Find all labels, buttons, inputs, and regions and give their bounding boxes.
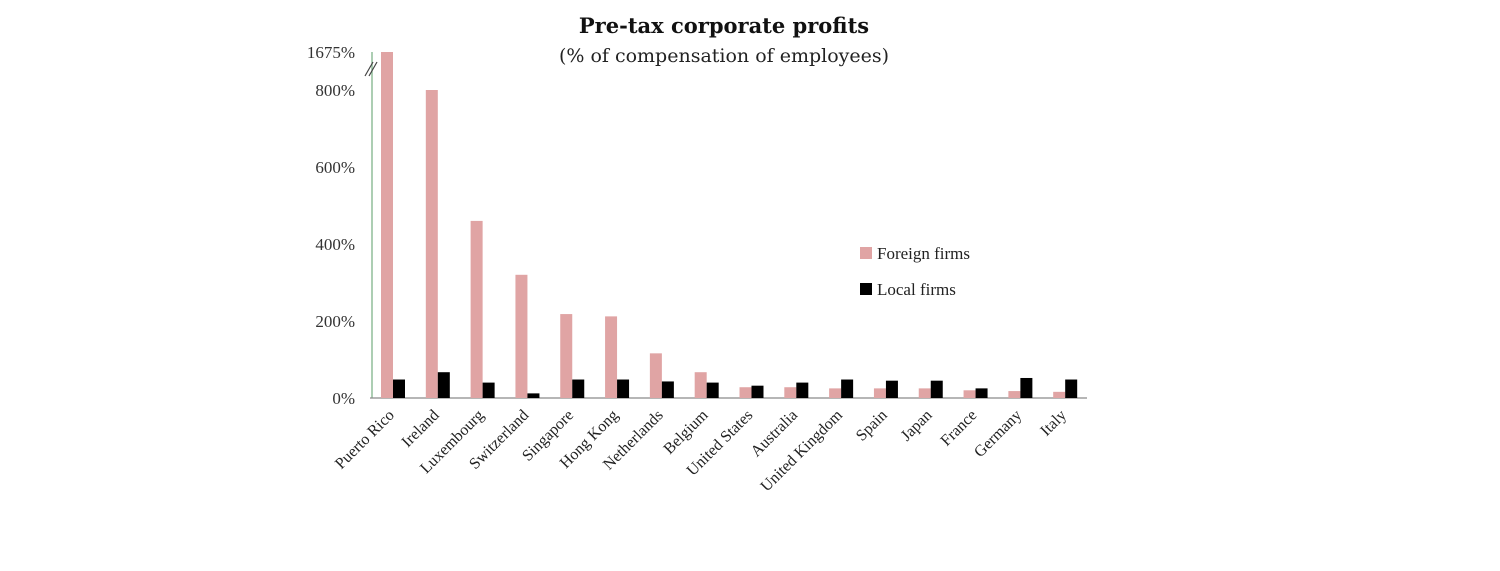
x-tick-label: France bbox=[938, 407, 981, 450]
bar-local-firms bbox=[841, 379, 854, 398]
bar-foreign-firms bbox=[694, 372, 707, 398]
y-tick-label: 400% bbox=[315, 235, 355, 254]
bar-foreign-firms bbox=[470, 220, 483, 398]
y-tick-label: 0% bbox=[332, 389, 355, 408]
bar-local-firms bbox=[572, 379, 585, 398]
bar-foreign-firms bbox=[560, 314, 573, 398]
axis-break-mark bbox=[368, 61, 378, 77]
legend-swatch bbox=[860, 283, 872, 295]
x-tick-label: Ireland bbox=[399, 407, 443, 451]
y-tick-label: 600% bbox=[315, 158, 355, 177]
bar-local-firms bbox=[751, 385, 764, 398]
chart-subtitle: (% of compensation of employees) bbox=[559, 45, 889, 67]
x-tick-label: Italy bbox=[1037, 407, 1070, 440]
bar-local-firms bbox=[437, 372, 450, 398]
bar-foreign-firms bbox=[739, 387, 752, 398]
bar-foreign-firms bbox=[918, 388, 931, 398]
bar-local-firms bbox=[796, 382, 809, 398]
bar-foreign-firms bbox=[1008, 391, 1021, 398]
bar-local-firms bbox=[661, 381, 674, 398]
axis-break-mark bbox=[364, 61, 374, 77]
bar-foreign-firms bbox=[1053, 391, 1066, 398]
y-tick-label: 800% bbox=[315, 81, 355, 100]
y-tick-label: 200% bbox=[315, 312, 355, 331]
legend: Foreign firms Local firms bbox=[860, 244, 970, 299]
y-tick-label: 1675% bbox=[307, 43, 355, 62]
bar-foreign-firms bbox=[605, 316, 618, 398]
bar-local-firms bbox=[393, 379, 405, 398]
bar-local-firms bbox=[1020, 377, 1033, 398]
x-tick-label: Japan bbox=[898, 407, 936, 445]
bar-foreign-firms bbox=[873, 388, 886, 398]
bars bbox=[381, 52, 1078, 398]
legend-swatch bbox=[860, 247, 872, 259]
x-tick-label: Spain bbox=[853, 407, 891, 445]
x-tick-label: Germany bbox=[971, 407, 1025, 461]
bar-local-firms bbox=[930, 380, 943, 398]
bar-local-firms bbox=[885, 380, 898, 398]
bar-local-firms bbox=[527, 393, 540, 398]
x-tick-labels: Puerto Rico IrelandLuxembourgSwitzerlandS… bbox=[332, 406, 1070, 495]
bar-local-firms bbox=[706, 382, 719, 398]
bar-foreign-firms bbox=[515, 274, 528, 398]
bar-foreign-firms bbox=[829, 388, 842, 398]
bar-foreign-firms bbox=[425, 90, 438, 398]
bar-local-firms bbox=[1065, 379, 1078, 398]
x-tick-label: United Kingdom bbox=[758, 406, 847, 495]
bar-foreign-firms bbox=[963, 390, 976, 398]
x-tick-label: Puerto Rico bbox=[332, 407, 398, 473]
bar-foreign-firms bbox=[649, 353, 662, 398]
bar-foreign-firms bbox=[381, 52, 393, 398]
bar-foreign-firms bbox=[784, 387, 797, 398]
legend-label: Local firms bbox=[877, 280, 956, 299]
bar-local-firms bbox=[482, 382, 495, 398]
bar-local-firms bbox=[975, 388, 988, 398]
y-tick-labels: 0% 200% 400% 600% 800% 1675% bbox=[307, 43, 355, 408]
chart-title: Pre-tax corporate profits bbox=[579, 13, 869, 38]
legend-label: Foreign firms bbox=[877, 244, 970, 263]
bar-local-firms bbox=[617, 379, 630, 398]
